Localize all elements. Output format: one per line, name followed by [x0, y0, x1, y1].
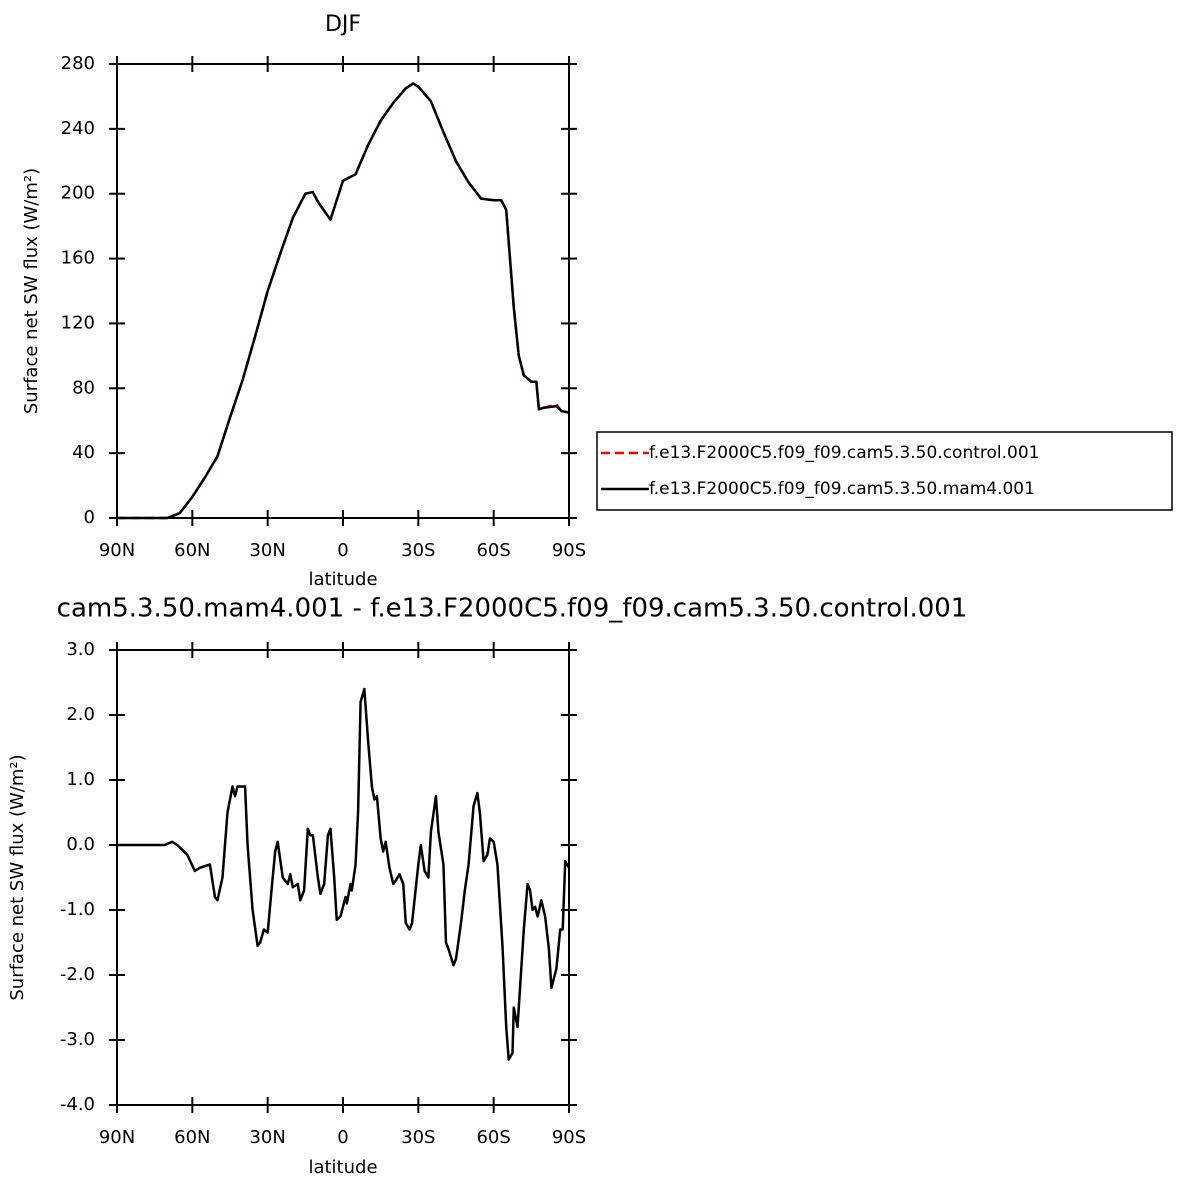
y-tick-label: 200: [61, 183, 95, 204]
y-axis-label: Surface net SW flux (W/m²): [21, 168, 42, 414]
chart-title: cam5.3.50.mam4.001 - f.e13.F2000C5.f09_f…: [57, 594, 968, 624]
x-tick-label: 90S: [552, 540, 586, 561]
x-tick-label: 30S: [401, 540, 435, 561]
y-tick-label: 280: [61, 53, 95, 74]
plot-frame: [116, 649, 570, 1106]
x-tick-label: 30S: [401, 1127, 435, 1148]
y-tick-label: -3.0: [60, 1029, 95, 1050]
y-tick-label: 80: [72, 377, 95, 398]
x-tick-label: 60N: [174, 1127, 210, 1148]
x-tick-label: 60S: [476, 1127, 510, 1148]
x-tick-label: 90S: [552, 1127, 586, 1148]
x-tick-label: 30N: [249, 540, 285, 561]
x-tick-label: 0: [337, 1127, 348, 1148]
x-tick-label: 60S: [476, 540, 510, 561]
y-tick-label: 3.0: [66, 639, 95, 660]
x-tick-label: 0: [337, 540, 348, 561]
y-axis-label: Surface net SW flux (W/m²): [7, 754, 28, 1000]
y-tick-label: 40: [72, 442, 95, 463]
data-line: [117, 82, 570, 520]
legend-box: [596, 431, 1173, 511]
y-tick-label: 0.0: [66, 834, 95, 855]
plot-frame: [116, 63, 570, 519]
x-tick-label: 90N: [99, 540, 135, 561]
x-tick-label: 90N: [99, 1127, 135, 1148]
x-axis-label: latitude: [308, 1157, 377, 1178]
data-line: [117, 687, 571, 1061]
y-tick-label: 120: [61, 312, 95, 333]
y-tick-label: 1.0: [66, 769, 95, 790]
legend-label: f.e13.F2000C5.f09_f09.cam5.3.50.control.…: [649, 443, 1040, 463]
y-tick-label: 0: [84, 507, 95, 528]
x-tick-label: 30N: [249, 1127, 285, 1148]
data-line: [117, 82, 570, 520]
x-axis-label: latitude: [308, 569, 377, 590]
y-tick-label: -4.0: [60, 1094, 95, 1115]
legend-label: f.e13.F2000C5.f09_f09.cam5.3.50.mam4.001: [649, 479, 1035, 499]
y-tick-label: -1.0: [60, 899, 95, 920]
y-tick-label: -2.0: [60, 964, 95, 985]
x-tick-label: 60N: [174, 540, 210, 561]
y-tick-label: 240: [61, 118, 95, 139]
y-tick-label: 160: [61, 248, 95, 269]
chart-title: DJF: [325, 12, 361, 37]
y-tick-label: 2.0: [66, 704, 95, 725]
